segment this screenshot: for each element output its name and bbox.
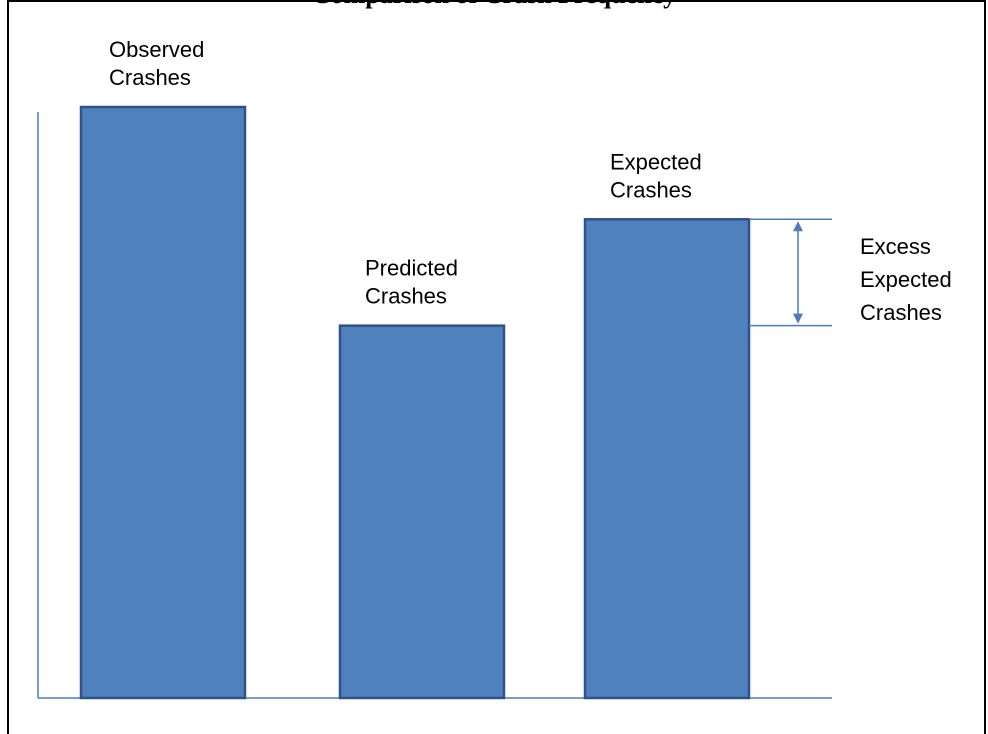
figure-title: Comparison of Crash Frequency — [312, 0, 676, 9]
bar-label-observed-crashes: Observed Crashes — [109, 37, 204, 90]
excess-arrow-down-head — [793, 313, 803, 324]
bar-predicted-crashes — [338, 324, 506, 700]
bar-observed-crashes — [79, 105, 247, 700]
bar-label-predicted-crashes: Predicted Crashes — [365, 256, 458, 309]
excess-annotation: Excess Expected Crashes — [749, 218, 952, 327]
bar-label-expected-crashes: Expected Crashes — [610, 149, 702, 202]
excess-arrow-up-head — [793, 221, 803, 232]
bar-labels: Observed Crashes Predicted Crashes Expected C… — [109, 37, 702, 309]
bars — [79, 105, 751, 700]
excess-expected-label: Excess Expected Crashes — [860, 234, 952, 325]
bar-expected-crashes — [583, 218, 751, 700]
